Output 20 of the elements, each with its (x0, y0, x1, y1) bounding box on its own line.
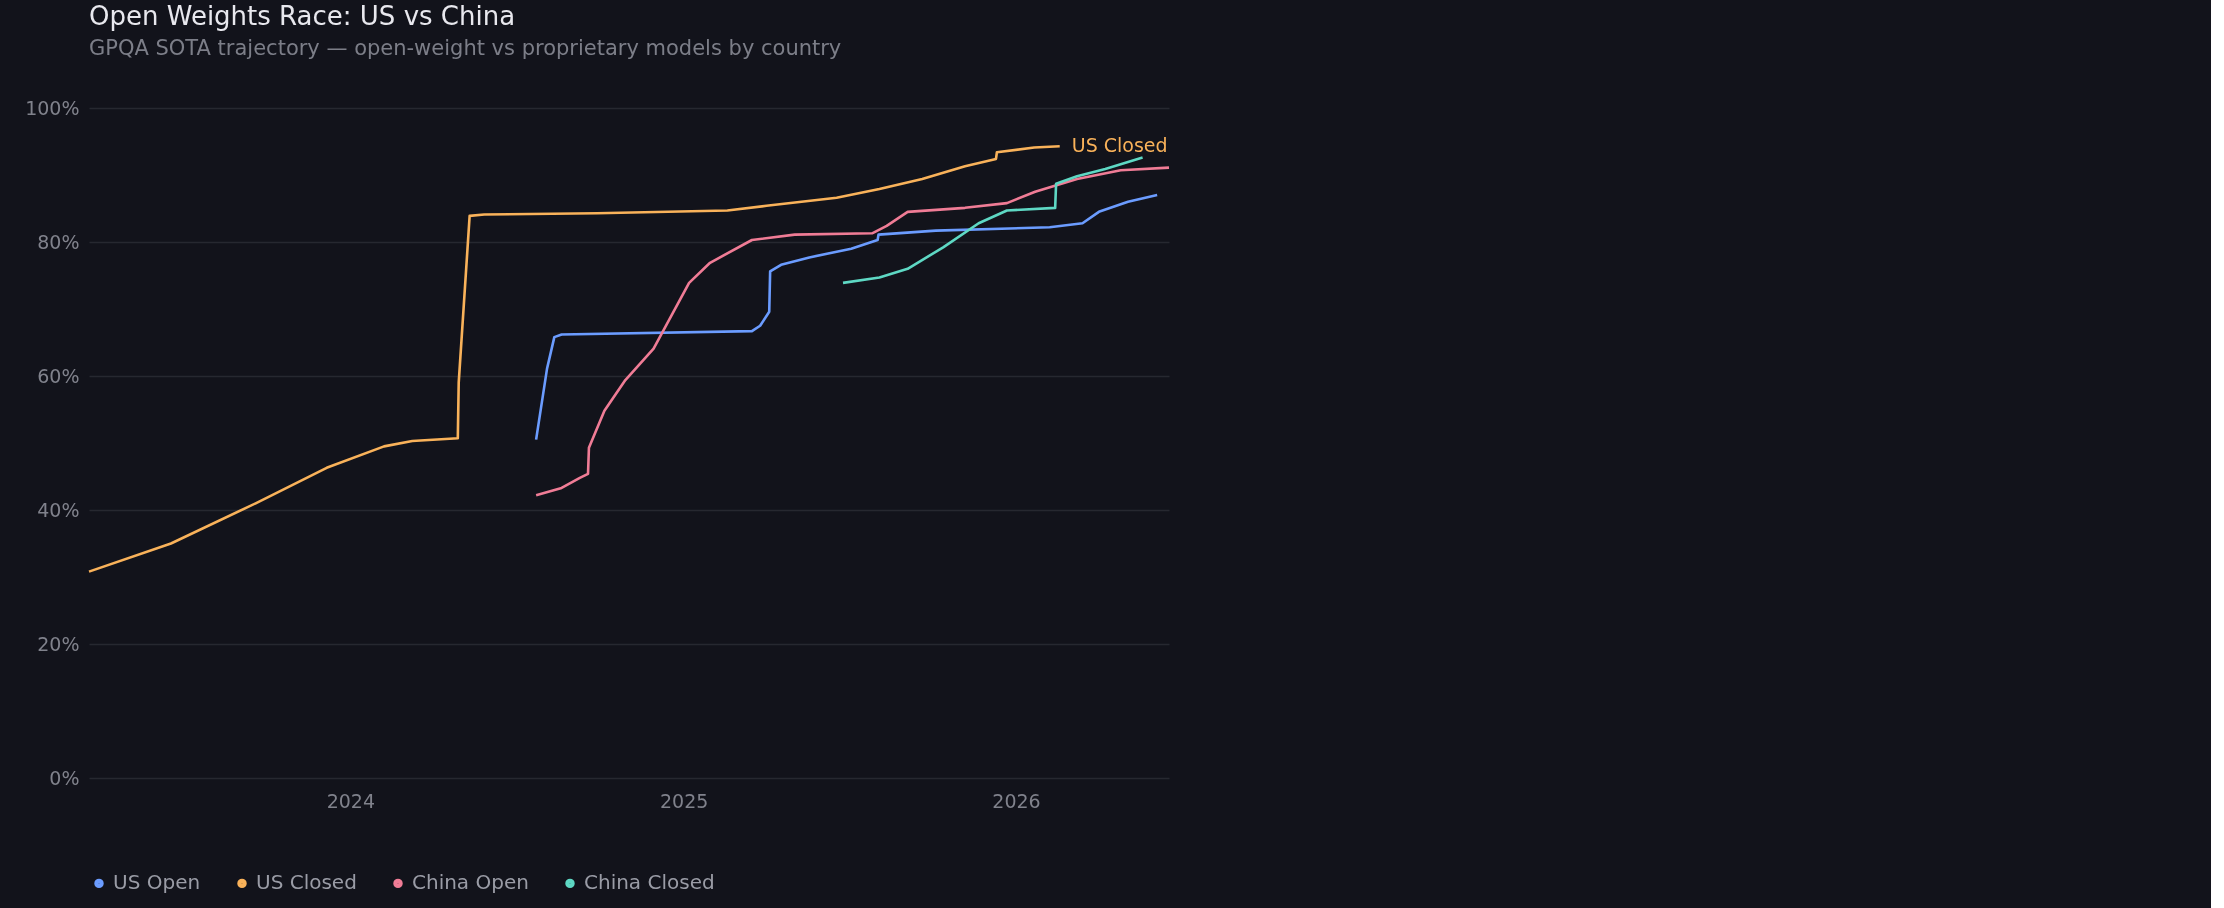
line-series (534, 166, 1171, 497)
chart-subtitle: GPQA SOTA trajectory — open-weight vs proprietary models by country (89, 36, 842, 60)
y-tick-label: 60% (37, 364, 80, 387)
y-tick-label: 80% (37, 230, 80, 253)
line-series (534, 193, 1159, 441)
y-tick-label: 40% (37, 498, 80, 521)
x-tick-label: 2025 (659, 789, 709, 812)
annotation: US Closed (1071, 134, 1168, 157)
legend-label: China Closed (584, 870, 715, 895)
y-tick-label: 20% (37, 632, 80, 655)
y-tick-label: 0% (49, 766, 80, 789)
legend-label: China Open (412, 870, 529, 895)
legend-label: US Closed (256, 870, 357, 895)
chart-title: Open Weights Race: US vs China (89, 1, 516, 31)
x-tick-label: 2026 (992, 789, 1041, 812)
y-tick-label: 100% (25, 96, 80, 119)
x-tick-label: 2024 (326, 789, 376, 812)
line-series (841, 156, 1144, 285)
legend-label: US Open (113, 870, 201, 895)
line-series (87, 144, 1062, 573)
